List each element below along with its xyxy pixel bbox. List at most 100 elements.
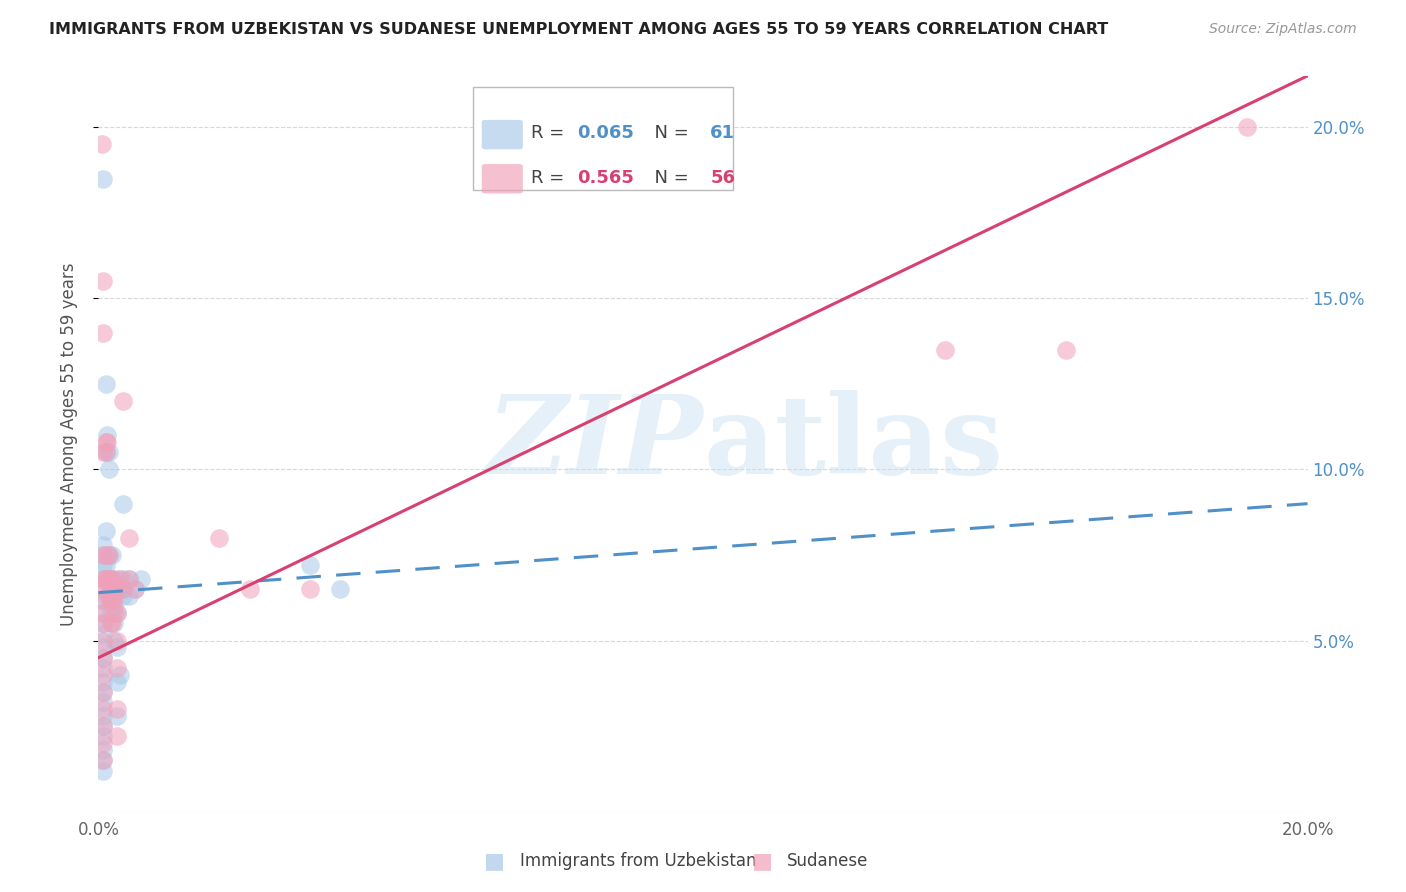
- Point: [299, 558, 322, 573]
- Point: [91, 626, 114, 640]
- Point: [91, 548, 114, 562]
- Point: [118, 531, 141, 545]
- Point: [91, 582, 114, 597]
- Point: [111, 572, 134, 586]
- Point: [91, 702, 114, 716]
- FancyBboxPatch shape: [482, 164, 523, 194]
- Point: [96, 548, 118, 562]
- Point: [103, 582, 125, 597]
- Point: [100, 592, 122, 607]
- Point: [103, 592, 125, 607]
- Point: [96, 572, 118, 586]
- Point: [91, 606, 114, 620]
- Point: [91, 743, 114, 757]
- Point: [91, 606, 114, 620]
- Point: [91, 592, 114, 607]
- Text: R =: R =: [531, 124, 571, 143]
- Point: [94, 445, 117, 459]
- Point: [94, 558, 117, 573]
- Point: [100, 572, 122, 586]
- Point: [98, 462, 121, 476]
- Point: [91, 640, 114, 655]
- Point: [96, 572, 118, 586]
- Point: [91, 674, 114, 689]
- Text: 56: 56: [710, 169, 735, 186]
- Point: [103, 616, 125, 631]
- Point: [100, 572, 122, 586]
- Point: [1236, 120, 1258, 135]
- Text: N =: N =: [643, 169, 695, 186]
- Point: [100, 592, 122, 607]
- Text: atlas: atlas: [703, 391, 1002, 497]
- Point: [118, 572, 141, 586]
- Point: [98, 445, 121, 459]
- Point: [100, 592, 122, 607]
- Text: ■: ■: [485, 851, 505, 871]
- Point: [98, 572, 121, 586]
- Point: [124, 582, 146, 597]
- Text: Source: ZipAtlas.com: Source: ZipAtlas.com: [1209, 22, 1357, 37]
- Point: [91, 650, 114, 665]
- Point: [91, 538, 114, 552]
- Point: [124, 582, 146, 597]
- Point: [934, 343, 956, 357]
- Point: [91, 274, 114, 288]
- Point: [103, 599, 125, 614]
- Point: [111, 497, 134, 511]
- Text: Sudanese: Sudanese: [787, 852, 869, 870]
- Text: N =: N =: [643, 124, 695, 143]
- Point: [105, 633, 128, 648]
- Point: [1054, 343, 1077, 357]
- Point: [98, 548, 121, 562]
- Point: [91, 736, 114, 750]
- Point: [100, 606, 122, 620]
- Point: [98, 589, 121, 603]
- Point: [91, 764, 114, 778]
- Point: [91, 719, 114, 733]
- Point: [299, 582, 322, 597]
- Point: [91, 171, 114, 186]
- Point: [105, 582, 128, 597]
- Text: 0.565: 0.565: [578, 169, 634, 186]
- Point: [91, 685, 114, 699]
- Point: [94, 445, 117, 459]
- Point: [91, 558, 114, 573]
- Point: [100, 548, 122, 562]
- Point: [91, 650, 114, 665]
- Point: [100, 589, 122, 603]
- Point: [91, 445, 114, 459]
- Point: [108, 668, 131, 682]
- Point: [91, 709, 114, 723]
- Y-axis label: Unemployment Among Ages 55 to 59 years: Unemployment Among Ages 55 to 59 years: [59, 262, 77, 625]
- Point: [94, 572, 117, 586]
- Point: [129, 572, 152, 586]
- Point: [91, 616, 114, 631]
- Point: [100, 616, 122, 631]
- Point: [329, 582, 352, 597]
- Point: [103, 582, 125, 597]
- Point: [96, 589, 118, 603]
- Point: [118, 589, 141, 603]
- Point: [105, 572, 128, 586]
- Point: [118, 572, 141, 586]
- Text: 61: 61: [710, 124, 735, 143]
- Point: [91, 661, 114, 675]
- Text: ■: ■: [752, 851, 772, 871]
- Point: [105, 730, 128, 744]
- Text: IMMIGRANTS FROM UZBEKISTAN VS SUDANESE UNEMPLOYMENT AMONG AGES 55 TO 59 YEARS CO: IMMIGRANTS FROM UZBEKISTAN VS SUDANESE U…: [49, 22, 1108, 37]
- Point: [105, 640, 128, 655]
- Point: [91, 137, 114, 152]
- Point: [103, 633, 125, 648]
- Point: [91, 633, 114, 648]
- Point: [91, 753, 114, 767]
- Point: [91, 592, 114, 607]
- Point: [105, 606, 128, 620]
- FancyBboxPatch shape: [474, 87, 734, 190]
- Point: [111, 394, 134, 409]
- Point: [105, 674, 128, 689]
- Point: [94, 376, 117, 391]
- Point: [100, 582, 122, 597]
- Point: [105, 702, 128, 716]
- Point: [105, 661, 128, 675]
- Point: [100, 572, 122, 586]
